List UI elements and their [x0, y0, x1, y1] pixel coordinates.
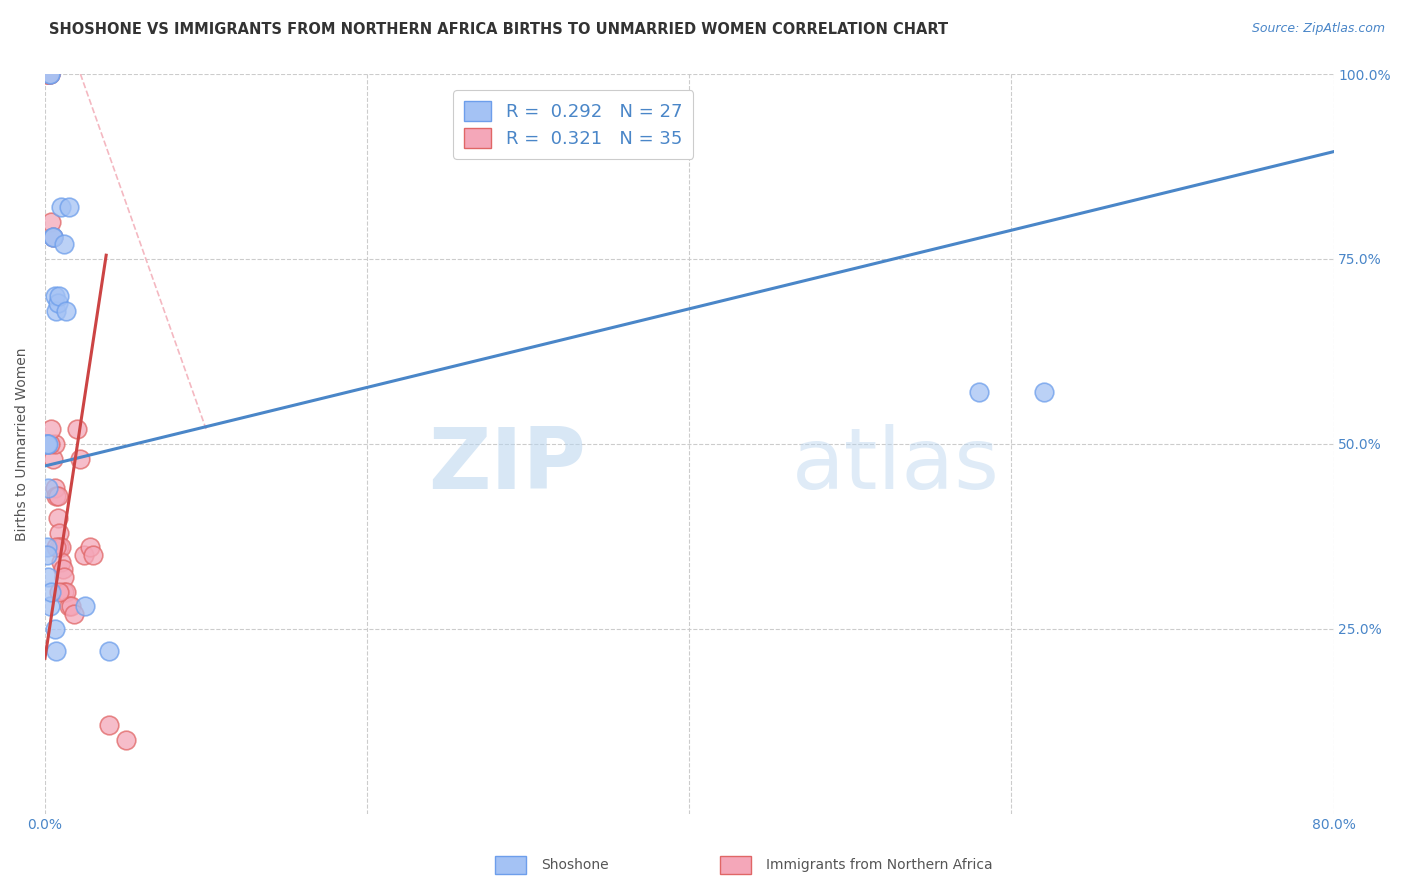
Point: [44, 481, 66, 495]
Point: [66, 422, 89, 436]
Point: [45, 489, 67, 503]
Point: [41, 215, 63, 229]
Point: [967, 384, 990, 399]
Point: [59, 599, 82, 614]
Point: [37, 67, 59, 81]
Point: [37, 570, 59, 584]
Point: [44, 622, 66, 636]
Point: [38, 67, 60, 81]
Point: [79, 541, 101, 555]
Point: [35, 437, 58, 451]
Point: [75, 599, 97, 614]
Point: [53, 570, 76, 584]
Point: [82, 548, 104, 562]
Text: atlas: atlas: [793, 425, 1000, 508]
Text: Shoshone: Shoshone: [541, 858, 609, 872]
Point: [45, 303, 67, 318]
Point: [55, 584, 77, 599]
Point: [1032, 384, 1054, 399]
Point: [53, 237, 76, 252]
Text: Source: ZipAtlas.com: Source: ZipAtlas.com: [1251, 22, 1385, 36]
Point: [46, 296, 69, 310]
Point: [37, 481, 59, 495]
Point: [37, 437, 59, 451]
Legend: R =  0.292   N = 27, R =  0.321   N = 35: R = 0.292 N = 27, R = 0.321 N = 35: [454, 90, 693, 159]
Point: [58, 200, 80, 214]
Point: [42, 229, 65, 244]
Point: [42, 229, 65, 244]
Point: [48, 525, 70, 540]
Point: [38, 67, 60, 81]
Point: [46, 489, 69, 503]
Point: [49, 555, 72, 569]
Point: [38, 67, 60, 81]
Point: [38, 437, 60, 451]
Point: [55, 303, 77, 318]
Point: [35, 67, 58, 81]
Text: Immigrants from Northern Africa: Immigrants from Northern Africa: [766, 858, 993, 872]
Point: [49, 200, 72, 214]
Point: [52, 562, 75, 576]
Point: [35, 548, 58, 562]
Point: [41, 584, 63, 599]
Y-axis label: Births to Unmarried Women: Births to Unmarried Women: [15, 347, 30, 541]
Point: [37, 67, 59, 81]
Text: ZIP: ZIP: [429, 425, 586, 508]
Point: [58, 599, 80, 614]
Point: [42, 229, 65, 244]
Point: [38, 599, 60, 614]
Point: [45, 541, 67, 555]
Point: [48, 584, 70, 599]
Point: [72, 548, 94, 562]
Point: [45, 644, 67, 658]
Point: [35, 541, 58, 555]
Point: [69, 451, 91, 466]
Point: [48, 289, 70, 303]
Point: [41, 422, 63, 436]
Text: SHOSHONE VS IMMIGRANTS FROM NORTHERN AFRICA BIRTHS TO UNMARRIED WOMEN CORRELATIO: SHOSHONE VS IMMIGRANTS FROM NORTHERN AFR…: [49, 22, 948, 37]
Point: [44, 289, 66, 303]
Point: [98, 644, 121, 658]
Point: [38, 67, 60, 81]
Point: [63, 607, 86, 621]
Point: [42, 451, 65, 466]
Point: [48, 541, 70, 555]
Point: [98, 718, 121, 732]
Point: [49, 541, 72, 555]
Point: [44, 437, 66, 451]
Point: [53, 584, 76, 599]
Point: [46, 510, 69, 524]
Point: [114, 732, 136, 747]
Point: [35, 437, 58, 451]
